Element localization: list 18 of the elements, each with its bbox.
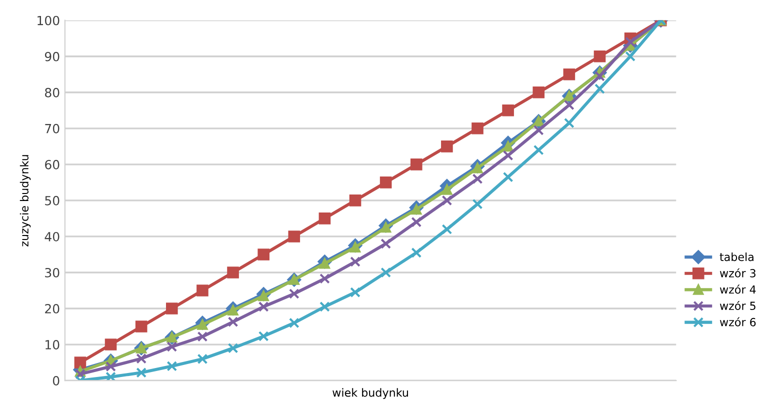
x-axis-title: wiek budynku xyxy=(332,388,408,399)
y-tick-label: 20 xyxy=(45,304,60,314)
legend-label: wzór 6 xyxy=(720,317,756,326)
y-tick-label: 50 xyxy=(45,196,60,206)
y-tick-label: 0 xyxy=(52,376,60,386)
legend-label: tabela xyxy=(720,252,754,262)
y-axis-title: zuzycie budynku xyxy=(20,155,31,246)
y-tick-label: 40 xyxy=(44,232,60,242)
y-tick-label: 70 xyxy=(45,124,60,134)
legend-label: wzór 4 xyxy=(720,284,756,294)
y-tick-label: 30 xyxy=(45,268,60,278)
y-tick-label: 100 xyxy=(38,16,60,26)
y-tick-label: 10 xyxy=(46,340,60,350)
y-tick-label: 90 xyxy=(44,52,60,62)
y-tick-label: 80 xyxy=(45,88,60,98)
y-tick-label: 60 xyxy=(45,160,60,170)
legend-label: wzór 5 xyxy=(720,300,756,310)
legend-label: wzór 3 xyxy=(720,268,756,278)
